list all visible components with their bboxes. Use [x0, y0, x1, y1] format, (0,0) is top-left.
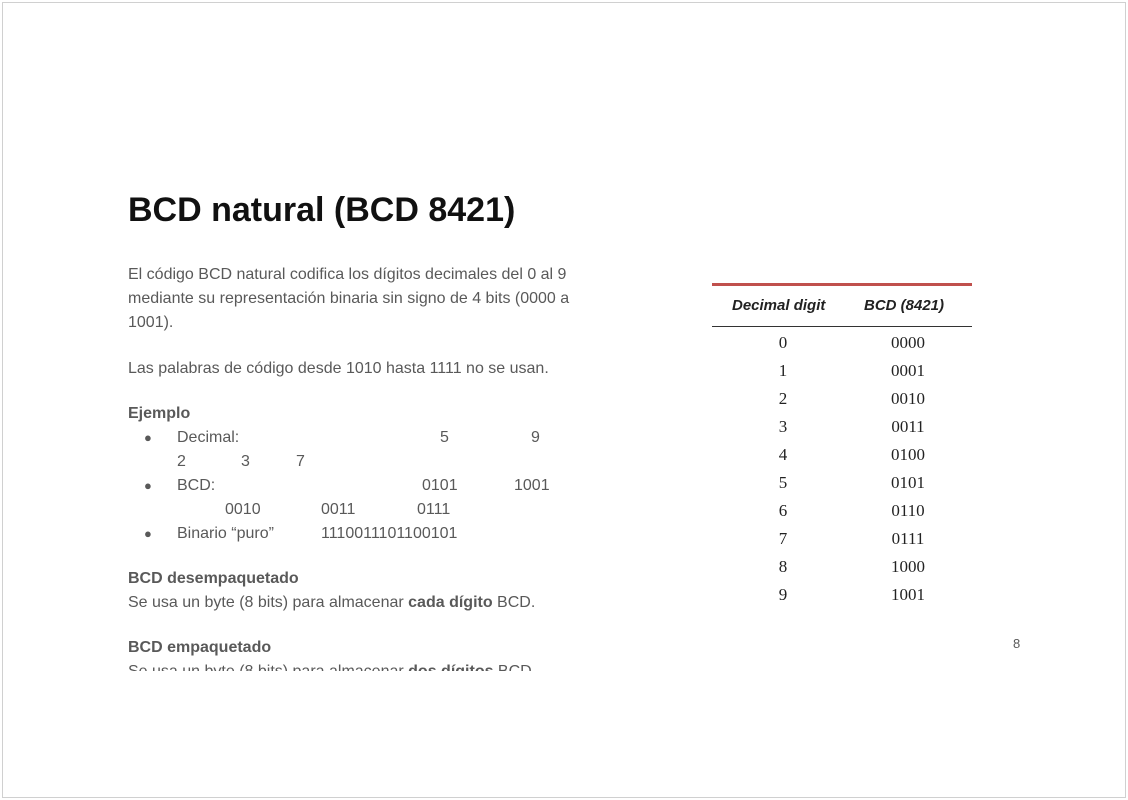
table-cell: 1001 [891, 585, 925, 604]
table-cell: 5 [778, 473, 788, 492]
item-value: 0011 [321, 501, 356, 518]
text-area: BCD natural (BCD 8421) El código BCD nat… [3, 3, 703, 671]
bullet: ● [144, 430, 152, 445]
page-number: 8 [1013, 636, 1021, 651]
item-label: BCD: [177, 477, 216, 494]
item-value: 0111 [417, 501, 451, 518]
text: BCD. [492, 594, 536, 611]
table-cell: 9 [778, 585, 788, 604]
rule [712, 326, 972, 327]
item-value: 0010 [225, 501, 261, 518]
paragraph: Se usa un byte (8 bits) para almacenar c… [128, 591, 535, 615]
table-cell: 4 [778, 445, 788, 464]
table-cell: 1 [778, 361, 788, 380]
table-cell: 0010 [891, 389, 925, 408]
table-cell: 0 [778, 333, 788, 352]
bcd-table: Decimal digit BCD (8421) 0 0000 1 0001 2 0010… [712, 283, 972, 613]
text: BCD. [493, 663, 536, 671]
text: Se usa un byte (8 bits) para almacenar [128, 663, 408, 671]
table-cell: 0100 [891, 445, 925, 464]
item-value: 5 [440, 429, 449, 446]
bullet: ● [144, 526, 152, 541]
table-cell: 0000 [891, 333, 925, 352]
table-cell: 0101 [891, 473, 925, 492]
item-value: 9 [531, 429, 540, 446]
paragraph: Se usa un byte (8 bits) para almacenar d… [128, 660, 536, 671]
rule [712, 283, 972, 286]
item-label: Binario “puro” [177, 525, 274, 542]
item-label: Decimal: [177, 429, 240, 446]
item-value: 3 [241, 453, 250, 470]
item-value: 1110011101100101 [321, 525, 458, 542]
heading: Ejemplo [128, 405, 191, 422]
table-cell: 2 [778, 389, 788, 408]
heading: BCD empaquetado [128, 639, 272, 656]
paragraph: El código BCD natural codifica los dígit… [128, 266, 570, 331]
table-cell: 3 [778, 417, 788, 436]
table-cell: 0001 [891, 361, 925, 380]
table-cell: 0111 [891, 529, 925, 548]
item-value: 2 [177, 453, 186, 470]
title: BCD natural (BCD 8421) [128, 191, 516, 229]
table-header: BCD (8421) [864, 297, 945, 314]
paragraph: Las palabras de código desde 1010 hasta … [128, 360, 549, 377]
item-value: 1001 [514, 477, 550, 494]
text: cada dígito [408, 594, 493, 611]
table-cell: 8 [778, 557, 788, 576]
item-value: 7 [296, 453, 305, 470]
table-header: Decimal digit [732, 297, 826, 314]
item-value: 0101 [422, 477, 458, 494]
table-cell: 7 [778, 529, 788, 548]
table-cell: 0110 [891, 501, 925, 520]
bullet: ● [144, 478, 152, 493]
table-cell: 1000 [891, 557, 925, 576]
table-cell: 0011 [891, 417, 925, 436]
text: dos dígitos [408, 663, 493, 671]
table-cell: 6 [778, 501, 788, 520]
heading: BCD desempaquetado [128, 570, 299, 587]
text: Se usa un byte (8 bits) para almacenar [128, 594, 409, 611]
